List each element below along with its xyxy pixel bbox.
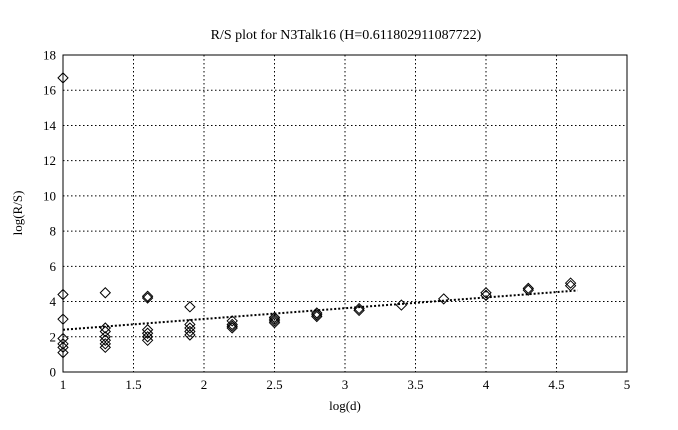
tick-labels: 1 1.5 2 2.5 3 3.5 4 4.5 5 0 2 4 6 8 10 12 14 16 18 — [43, 48, 630, 393]
data-point-diamond — [226, 322, 238, 334]
data-point-diamond — [226, 320, 238, 332]
data-point-diamond — [353, 302, 365, 315]
fit-line-layer — [62, 289, 578, 331]
y-tick-label: 10 — [43, 188, 56, 203]
data-point-diamond — [184, 325, 196, 338]
x-tick-label: 3 — [342, 377, 349, 392]
data-point-diamond — [141, 334, 154, 347]
data-point-diamond — [99, 334, 112, 347]
data-point-diamond — [141, 324, 154, 336]
data-point-diamond — [57, 332, 69, 345]
data-point-diamond — [311, 310, 323, 323]
data-point-diamond — [226, 315, 238, 327]
data-point-diamond — [57, 313, 69, 325]
fit-line — [62, 289, 578, 331]
data-point-diamond — [437, 293, 450, 305]
data-point-diamond — [57, 72, 69, 84]
data-point-diamond — [480, 289, 492, 302]
y-tick-label: 16 — [43, 83, 57, 98]
data-point-diamond — [57, 338, 69, 350]
data-point-diamond — [184, 301, 196, 313]
y-tick-label: 2 — [50, 329, 57, 344]
data-point-diamond — [311, 307, 323, 319]
data-point-diamond — [57, 346, 69, 359]
data-point-diamond — [184, 329, 196, 341]
data-point-diamond — [141, 327, 154, 339]
y-tick-label: 6 — [50, 259, 57, 274]
data-point-diamond — [311, 309, 323, 321]
data-point-diamond — [99, 338, 112, 350]
chart-title: R/S plot for N3Talk16 (H=0.6118029110877… — [211, 28, 482, 43]
plot-frame — [62, 54, 628, 373]
data-point-diamond — [268, 316, 281, 329]
x-tick-label: 5 — [624, 377, 631, 392]
data-point-diamond — [184, 318, 196, 331]
y-tick-label: 14 — [43, 118, 57, 133]
data-point-diamond — [353, 304, 365, 317]
data-point-diamond — [141, 290, 154, 302]
x-axis-label: log(d) — [329, 398, 361, 413]
data-point-diamond — [99, 322, 112, 334]
y-axis-label: log(R/S) — [10, 191, 25, 236]
data-point-diamond — [268, 313, 281, 325]
data-point-diamond — [522, 282, 535, 295]
x-tick-label: 4 — [483, 377, 490, 392]
y-tick-label: 18 — [43, 48, 56, 63]
y-tick-label: 4 — [50, 294, 57, 309]
y-tick-label: 0 — [50, 365, 57, 380]
data-point-diamond — [99, 287, 112, 299]
data-point-diamond — [226, 318, 238, 331]
x-tick-label: 3.5 — [407, 377, 423, 392]
data-point-diamond — [99, 341, 112, 354]
data-points — [57, 72, 577, 359]
x-tick-label: 4.5 — [548, 377, 564, 392]
data-point-diamond — [480, 287, 492, 299]
data-point-diamond — [395, 299, 408, 311]
data-point-diamond — [564, 277, 577, 289]
data-point-diamond — [141, 331, 154, 343]
y-tick-label: 12 — [43, 153, 56, 168]
x-tick-label: 2.5 — [266, 377, 282, 392]
x-tick-label: 1.5 — [125, 377, 141, 392]
data-point-diamond — [141, 292, 154, 304]
data-point-diamond — [268, 311, 281, 324]
data-point-diamond — [99, 325, 112, 338]
y-tick-label: 8 — [50, 224, 57, 239]
x-tick-label: 2 — [201, 377, 208, 392]
data-point-diamond — [57, 288, 69, 301]
data-point-diamond — [564, 279, 577, 292]
data-point-diamond — [57, 341, 69, 354]
x-tick-label: 1 — [60, 377, 67, 392]
data-point-diamond — [522, 284, 535, 296]
data-point-diamond — [184, 322, 196, 334]
data-point-diamond — [268, 315, 281, 327]
